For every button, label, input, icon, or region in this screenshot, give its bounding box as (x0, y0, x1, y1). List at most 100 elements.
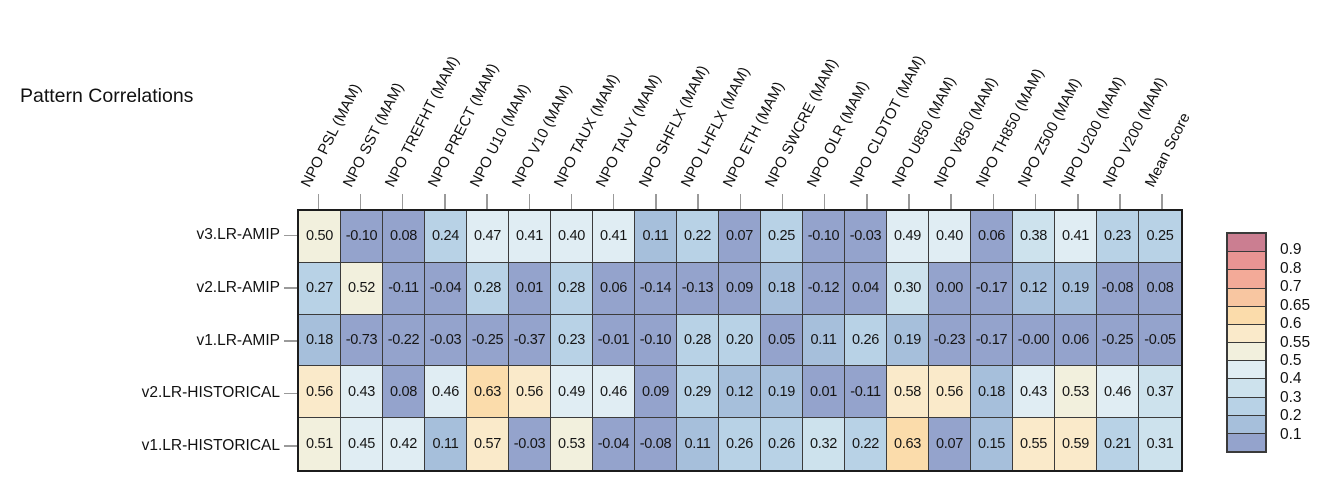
heatmap-cell: 0.37 (1139, 366, 1181, 419)
heatmap-cell: 0.09 (719, 262, 761, 315)
row-label: v1.LR-HISTORICAL (141, 436, 280, 454)
col-tick (739, 194, 741, 209)
col-tick (444, 194, 446, 209)
row-label: v2.LR-HISTORICAL (141, 384, 280, 402)
colorbar-tick-label: 0.6 (1280, 315, 1302, 333)
heatmap-cell: 0.55 (1013, 418, 1055, 470)
heatmap-cell: 0.57 (467, 418, 509, 470)
colorbar-tick-label: 0.1 (1280, 425, 1302, 443)
heatmap-cell: -0.10 (635, 314, 677, 367)
heatmap-cell: 0.46 (593, 366, 635, 419)
heatmap-cell: 0.63 (887, 418, 929, 470)
colorbar-tick-label: 0.4 (1280, 370, 1302, 388)
heatmap-cell: 0.19 (1055, 262, 1097, 315)
heatmap-cell: -0.03 (845, 211, 887, 263)
heatmap-cell: 0.08 (1139, 262, 1181, 315)
heatmap-cell: -0.08 (1097, 262, 1139, 315)
colorbar-tick-label: 0.9 (1280, 241, 1302, 259)
row-tick (284, 287, 297, 289)
heatmap-cell: 0.07 (719, 211, 761, 263)
colorbar-band (1228, 324, 1265, 344)
col-tick (1161, 194, 1163, 209)
heatmap-cell: 0.56 (299, 366, 341, 419)
heatmap-cell: 0.38 (1013, 211, 1055, 263)
row-tick (284, 340, 297, 342)
colorbar-band (1228, 288, 1265, 307)
heatmap-cell: 0.52 (341, 262, 383, 315)
heatmap-cell: 0.41 (593, 211, 635, 263)
heatmap-cell: 0.26 (845, 314, 887, 367)
heatmap-cell: 0.47 (467, 211, 509, 263)
heatmap-cell: 0.11 (803, 314, 845, 367)
col-tick (317, 194, 320, 209)
col-tick (1034, 194, 1037, 209)
colorbar-band (1228, 252, 1265, 271)
heatmap-cell: -0.12 (803, 262, 845, 315)
heatmap-cell: 0.27 (299, 262, 341, 315)
heatmap-cell: -0.22 (383, 314, 425, 367)
heatmap-cell: 0.00 (929, 262, 971, 315)
colorbar-tick-label: 0.8 (1280, 259, 1302, 277)
col-label: NPO TREFHT (MAM) (382, 53, 464, 190)
heatmap-cell: 0.20 (719, 314, 761, 367)
colorbar-tick-label: 0.65 (1280, 296, 1311, 314)
heatmap-cell: 0.40 (929, 211, 971, 263)
col-tick (781, 194, 784, 209)
col-tick (359, 194, 362, 209)
heatmap-cell: -0.04 (593, 418, 635, 470)
colorbar-band (1228, 433, 1265, 452)
col-tick (697, 194, 699, 209)
colorbar-band (1228, 343, 1265, 362)
heatmap-cell: 0.06 (1055, 314, 1097, 367)
heatmap-cell: -0.14 (635, 262, 677, 315)
heatmap-cell: 0.41 (1055, 211, 1097, 263)
heatmap-cell: 0.46 (425, 366, 467, 419)
heatmap-cell: 0.51 (299, 418, 341, 470)
heatmap-cell: 0.49 (887, 211, 929, 263)
colorbar-tick-label: 0.55 (1280, 333, 1311, 351)
heatmap-cell: 0.63 (467, 366, 509, 419)
heatmap-cell: 0.23 (551, 314, 593, 367)
heatmap-cell: 0.19 (887, 314, 929, 367)
heatmap-cell: 0.11 (635, 211, 677, 263)
row-tick (284, 234, 297, 237)
heatmap-cell: -0.01 (593, 314, 635, 367)
row-label: v3.LR-AMIP (196, 226, 280, 244)
heatmap-cell: 0.19 (761, 366, 803, 419)
colorbar-tick-label: 0.2 (1280, 407, 1302, 425)
heatmap-cell: 0.31 (1139, 418, 1181, 470)
heatmap-cell: -0.17 (971, 262, 1013, 315)
heatmap-cell: -0.03 (509, 418, 551, 470)
heatmap-cell: -0.05 (1139, 314, 1181, 367)
heatmap-cell: -0.23 (929, 314, 971, 367)
heatmap-cell: 0.45 (341, 418, 383, 470)
heatmap-cell: 0.15 (971, 418, 1013, 470)
colorbar-tick-label: 0.3 (1280, 388, 1302, 406)
heatmap-cell: 0.53 (551, 418, 593, 470)
heatmap-cell: 0.56 (509, 366, 551, 419)
colorbar-tick-label: 0.7 (1280, 278, 1302, 296)
col-tick (823, 194, 826, 209)
page-title: Pattern Correlations (20, 85, 194, 107)
heatmap-cell: -0.25 (467, 314, 509, 367)
colorbar-band (1228, 234, 1265, 253)
heatmap-cell: 0.01 (509, 262, 551, 315)
heatmap-cell: 0.26 (761, 418, 803, 470)
heatmap-cell: 0.29 (677, 366, 719, 419)
col-label: NPO CLDTOT (MAM) (846, 52, 928, 190)
col-tick (655, 194, 657, 209)
heatmap-cell: -0.10 (803, 211, 845, 263)
heatmap-cell: 0.22 (845, 418, 887, 470)
heatmap-cell: 0.23 (1097, 211, 1139, 263)
heatmap-cell: 0.06 (971, 211, 1013, 263)
colorbar-band (1228, 306, 1265, 325)
col-tick (908, 194, 910, 209)
heatmap-cell: 0.09 (635, 366, 677, 419)
row-label: v2.LR-AMIP (196, 278, 280, 296)
heatmap-cell: 0.08 (383, 366, 425, 419)
heatmap-cell: -0.25 (1097, 314, 1139, 367)
heatmap-cell: 0.21 (1097, 418, 1139, 470)
colorbar-band (1228, 270, 1265, 289)
heatmap-cell: 0.56 (929, 366, 971, 419)
heatmap-cell: 0.50 (299, 211, 341, 263)
